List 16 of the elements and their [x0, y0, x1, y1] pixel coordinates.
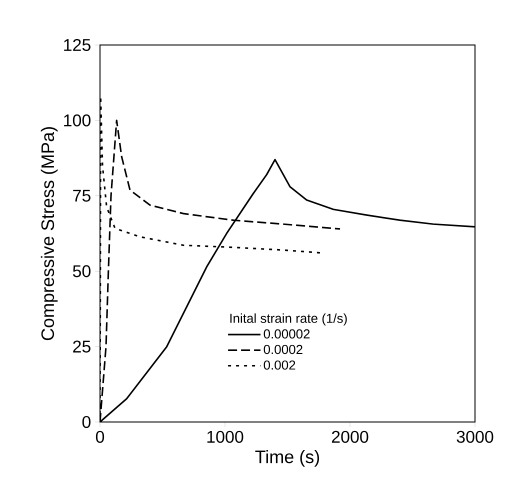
legend-label: 0.00002 [264, 329, 310, 339]
y-tick-label: 100 [64, 114, 91, 126]
x-tick-label: 2000 [332, 430, 368, 443]
legend-title: Inital strain rate (1/s) [230, 313, 347, 326]
x-tick-label: 0 [96, 430, 104, 443]
y-tick-label: 75 [73, 190, 90, 202]
y-tick-label: 25 [73, 340, 90, 353]
legend-label: 0.002 [264, 360, 296, 370]
x-tick-label: 1000 [207, 430, 244, 443]
x-tick-label: 3000 [456, 430, 494, 443]
legend-label: 0.0002 [264, 344, 302, 354]
y-axis-title: Compressive Stress (MPa) [40, 127, 58, 340]
y-tick-label: 0 [82, 416, 91, 428]
y-tick-label: 50 [72, 265, 91, 278]
y-tick-label: 125 [64, 38, 90, 52]
x-axis-title: Time (s) [255, 450, 320, 467]
